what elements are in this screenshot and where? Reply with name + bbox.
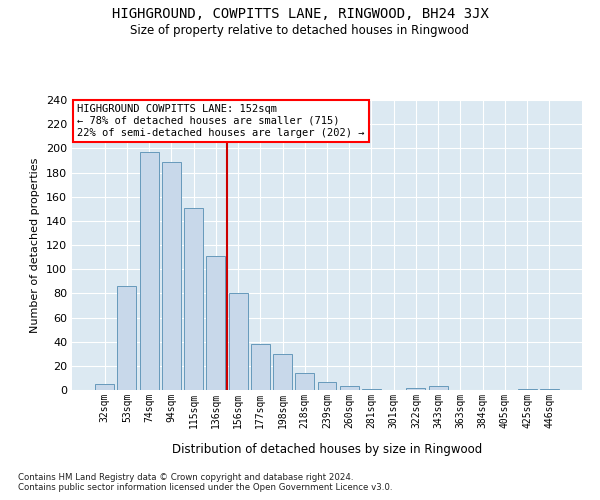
Bar <box>340 386 359 390</box>
Y-axis label: Number of detached properties: Number of detached properties <box>31 158 40 332</box>
Bar <box>518 389 536 390</box>
Bar <box>206 256 225 390</box>
Bar <box>162 162 181 390</box>
Bar <box>362 389 381 390</box>
Text: Distribution of detached houses by size in Ringwood: Distribution of detached houses by size … <box>172 442 482 456</box>
Bar <box>273 354 292 390</box>
Bar <box>295 373 314 390</box>
Bar <box>229 294 248 390</box>
Bar <box>429 386 448 390</box>
Bar <box>95 384 114 390</box>
Bar <box>184 208 203 390</box>
Bar <box>406 388 425 390</box>
Text: Contains HM Land Registry data © Crown copyright and database right 2024.: Contains HM Land Registry data © Crown c… <box>18 472 353 482</box>
Bar <box>317 382 337 390</box>
Bar <box>540 389 559 390</box>
Text: Size of property relative to detached houses in Ringwood: Size of property relative to detached ho… <box>131 24 470 37</box>
Text: Contains public sector information licensed under the Open Government Licence v3: Contains public sector information licen… <box>18 484 392 492</box>
Text: HIGHGROUND, COWPITTS LANE, RINGWOOD, BH24 3JX: HIGHGROUND, COWPITTS LANE, RINGWOOD, BH2… <box>112 8 488 22</box>
Text: HIGHGROUND COWPITTS LANE: 152sqm
← 78% of detached houses are smaller (715)
22% : HIGHGROUND COWPITTS LANE: 152sqm ← 78% o… <box>77 104 365 138</box>
Bar <box>140 152 158 390</box>
Bar <box>118 286 136 390</box>
Bar <box>251 344 270 390</box>
